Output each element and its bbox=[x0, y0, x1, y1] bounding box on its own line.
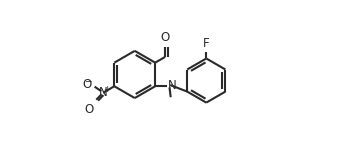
Text: F: F bbox=[203, 37, 210, 50]
Text: N: N bbox=[168, 80, 176, 92]
Text: N: N bbox=[99, 86, 107, 99]
Text: O: O bbox=[83, 78, 92, 91]
Text: +: + bbox=[103, 85, 111, 94]
Text: O: O bbox=[85, 103, 94, 116]
Text: O: O bbox=[161, 31, 170, 44]
Text: −: − bbox=[84, 77, 92, 86]
